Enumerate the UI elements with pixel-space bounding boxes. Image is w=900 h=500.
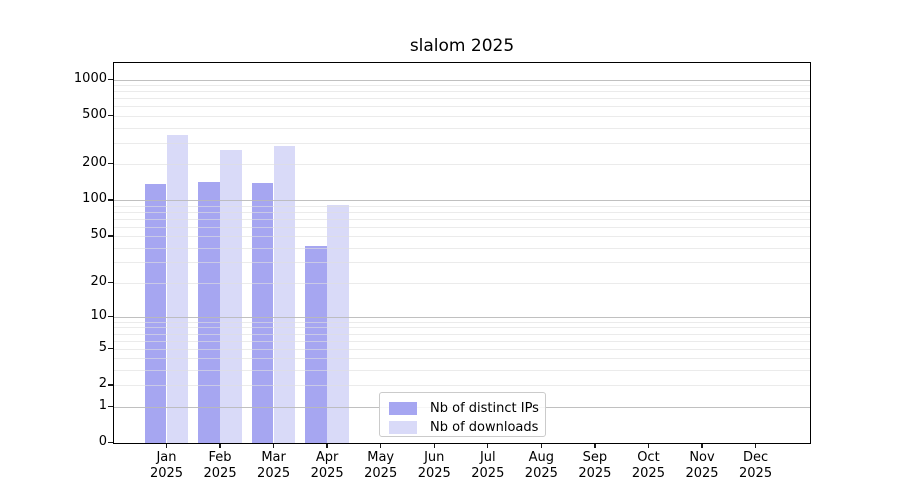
legend-swatch-distinct-ips xyxy=(389,402,417,415)
x-tick-label-oct: Oct 2025 xyxy=(631,450,665,481)
x-tick-mark xyxy=(647,444,650,448)
y-tick-mark xyxy=(108,163,113,165)
x-tick-mark xyxy=(754,444,757,448)
bar-downloads-mar xyxy=(273,146,296,443)
x-tick-mark xyxy=(487,444,489,448)
chart-title: slalom 2025 xyxy=(409,36,515,56)
y-tick-mark xyxy=(108,281,113,284)
plot-area xyxy=(113,62,811,444)
x-tick-mark xyxy=(272,444,275,448)
y-tick-label: 50 xyxy=(90,227,107,243)
legend-row-downloads: Nb of downloads xyxy=(389,418,539,437)
x-tick-label-feb: Feb 2025 xyxy=(203,450,237,481)
y-tick-label: 20 xyxy=(90,273,107,289)
y-tick-label: 1000 xyxy=(73,70,107,86)
y-tick-mark xyxy=(108,315,113,318)
legend-swatch-downloads xyxy=(389,421,417,434)
x-tick-label-nov: Nov 2025 xyxy=(685,450,719,481)
y-tick-label: 100 xyxy=(82,191,107,207)
y-tick-label: 10 xyxy=(90,307,107,323)
x-tick-label-mar: Mar 2025 xyxy=(257,450,291,481)
legend-label-distinct-ips: Nb of distinct IPs xyxy=(430,401,539,416)
x-tick-label-jan: Jan 2025 xyxy=(149,450,184,481)
legend: Nb of distinct IPs Nb of downloads xyxy=(379,392,546,437)
bar-downloads-jan xyxy=(166,134,189,443)
x-tick-mark xyxy=(165,444,168,448)
y-tick-mark xyxy=(108,405,113,407)
y-tick-label: 5 xyxy=(98,339,107,355)
x-tick-mark xyxy=(326,444,328,448)
y-tick-label: 500 xyxy=(82,107,107,123)
x-tick-mark xyxy=(594,444,596,448)
bar-downloads-feb xyxy=(220,149,242,443)
bar-distinct-ips-apr xyxy=(305,246,327,443)
x-tick-mark xyxy=(540,444,543,448)
y-tick-mark xyxy=(108,235,113,237)
x-tick-label-jun: Jun 2025 xyxy=(417,450,451,481)
legend-row-distinct-ips: Nb of distinct IPs xyxy=(389,399,539,418)
x-tick-mark xyxy=(701,444,703,448)
y-tick-mark xyxy=(108,442,113,444)
y-tick-mark xyxy=(108,115,113,117)
y-tick-label: 200 xyxy=(82,155,107,171)
bars-layer xyxy=(114,63,810,443)
x-tick-label-aug: Aug 2025 xyxy=(524,450,558,481)
y-tick-mark xyxy=(108,347,113,350)
legend-label-downloads: Nb of downloads xyxy=(430,420,539,435)
x-tick-mark xyxy=(380,444,382,448)
y-tick-mark xyxy=(108,384,113,386)
bar-downloads-apr xyxy=(327,204,350,443)
x-tick-label-sep: Sep 2025 xyxy=(578,450,612,481)
x-tick-label-jul: Jul 2025 xyxy=(471,450,505,481)
y-tick-label: 0 xyxy=(98,434,107,449)
bar-distinct-ips-feb xyxy=(198,181,220,443)
x-tick-label-apr: Apr 2025 xyxy=(310,450,344,481)
bar-distinct-ips-mar xyxy=(251,182,274,443)
y-tick-label: 1 xyxy=(98,397,107,413)
y-tick-mark xyxy=(108,78,113,81)
bar-distinct-ips-jan xyxy=(144,184,167,443)
x-tick-mark xyxy=(219,444,221,448)
y-tick-mark xyxy=(108,199,113,201)
x-tick-label-may: May 2025 xyxy=(364,450,398,481)
y-tick-label: 2 xyxy=(98,376,107,392)
x-tick-label-dec: Dec 2025 xyxy=(739,450,773,481)
x-tick-mark xyxy=(433,444,435,448)
